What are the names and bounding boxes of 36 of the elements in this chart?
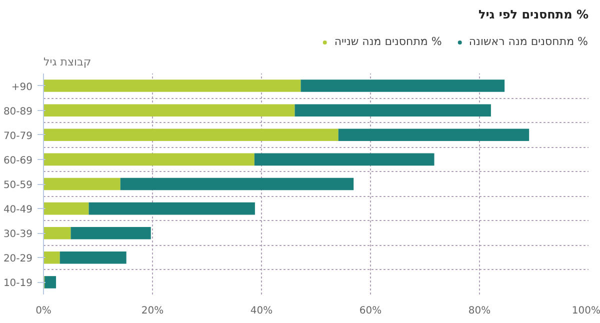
bar	[44, 104, 295, 116]
bar	[338, 128, 530, 142]
y-tick-label: 10-19	[3, 278, 33, 290]
x-tick-label: 40%	[250, 306, 273, 316]
bar	[60, 252, 126, 264]
bar	[294, 104, 491, 116]
y-tick-label: 70-79	[3, 130, 33, 142]
y-tick-label: 60-69	[3, 155, 33, 166]
bar	[44, 178, 120, 190]
bar	[120, 178, 354, 190]
y-tick-label: +90	[11, 82, 33, 93]
x-tick-label: 60%	[359, 306, 382, 316]
bar	[70, 226, 151, 240]
bar	[88, 202, 255, 215]
bar	[254, 153, 434, 166]
bar	[44, 128, 338, 142]
bar	[44, 153, 254, 166]
chart-title: % מתחסנים לפי גיל	[478, 8, 589, 22]
y-axis-title: קבוצת גיל	[44, 56, 92, 68]
legend-label: % מתחסנים מנה ראשונה	[468, 35, 588, 48]
bar	[44, 276, 56, 288]
y-tick-label: 20-29	[3, 254, 33, 265]
bar	[44, 226, 71, 240]
bar	[44, 202, 89, 215]
x-tick-label: 20%	[141, 306, 164, 316]
legend-label: % מתחסנים מנה שנייה	[334, 35, 442, 48]
bar	[44, 252, 60, 264]
x-tick-label: 0%	[36, 306, 52, 316]
y-tick-label: 30-39	[3, 229, 33, 240]
x-tick-label: 80%	[468, 306, 491, 316]
y-tick-label: 80-89	[3, 106, 33, 118]
y-tick-label: 40-49	[3, 204, 33, 216]
x-tick-label: 100%	[572, 306, 600, 316]
bar	[300, 80, 505, 92]
y-tick-label: 50-59	[3, 180, 33, 191]
bar	[44, 80, 301, 92]
